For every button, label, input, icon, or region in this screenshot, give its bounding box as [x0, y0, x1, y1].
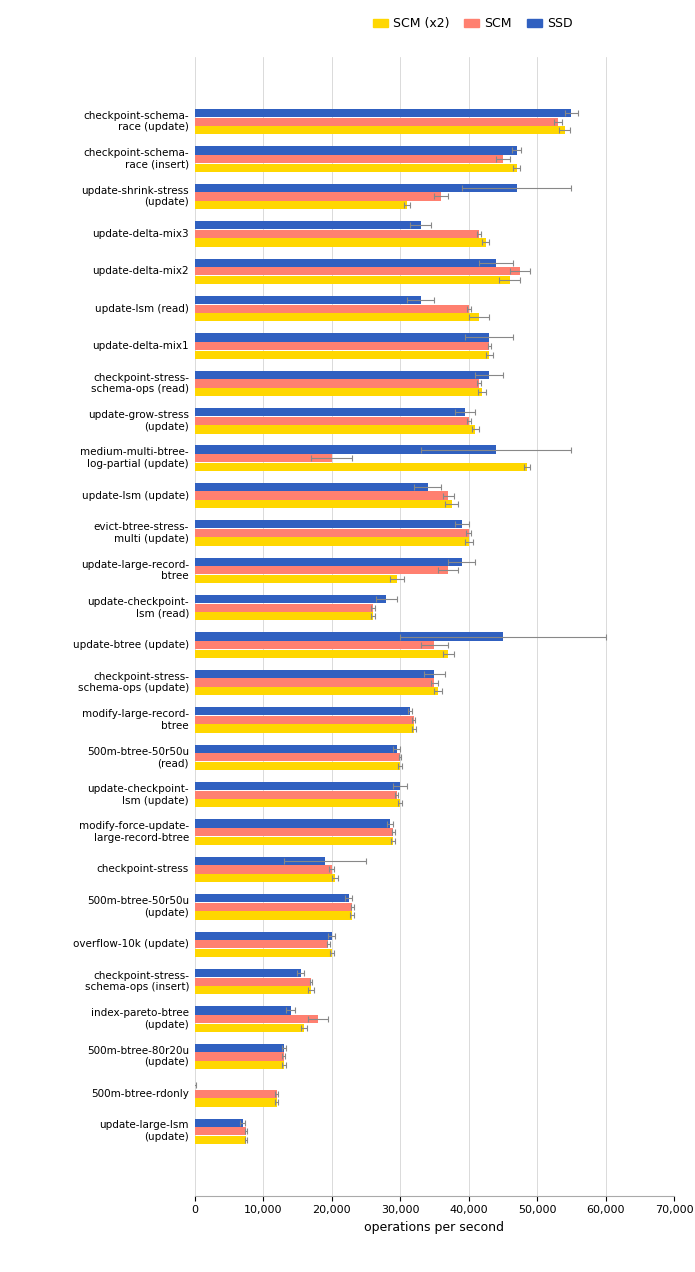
- Bar: [195, 1044, 284, 1052]
- Legend: SCM (x2), SCM, SSD: SCM (x2), SCM, SSD: [368, 13, 578, 36]
- Bar: [195, 595, 386, 603]
- Bar: [195, 192, 441, 201]
- Bar: [195, 799, 400, 808]
- Bar: [195, 753, 400, 762]
- Bar: [195, 1006, 291, 1015]
- Bar: [195, 342, 489, 350]
- Bar: [195, 351, 489, 359]
- Bar: [195, 313, 479, 322]
- Bar: [195, 1061, 284, 1070]
- Bar: [195, 183, 516, 192]
- Bar: [195, 388, 482, 396]
- Bar: [195, 463, 527, 471]
- Bar: [195, 1136, 246, 1144]
- Bar: [195, 931, 332, 940]
- Bar: [195, 230, 479, 238]
- Bar: [195, 304, 468, 313]
- Bar: [195, 612, 373, 621]
- Bar: [195, 529, 468, 537]
- Bar: [195, 678, 434, 687]
- Bar: [195, 857, 325, 865]
- Bar: [195, 716, 414, 724]
- Bar: [195, 491, 448, 500]
- Bar: [195, 725, 414, 733]
- Bar: [195, 425, 475, 434]
- Bar: [195, 632, 503, 641]
- Bar: [195, 267, 520, 275]
- Bar: [195, 650, 448, 658]
- Bar: [195, 986, 311, 995]
- Bar: [195, 969, 301, 977]
- Bar: [195, 949, 332, 957]
- Bar: [195, 296, 420, 304]
- Bar: [195, 117, 557, 126]
- Bar: [195, 978, 311, 986]
- Bar: [195, 1098, 277, 1107]
- Bar: [195, 791, 397, 799]
- Bar: [195, 333, 489, 342]
- Bar: [195, 1052, 284, 1061]
- Bar: [195, 1024, 304, 1032]
- Bar: [195, 164, 516, 172]
- Bar: [195, 1127, 246, 1136]
- Bar: [195, 483, 427, 491]
- Bar: [195, 575, 397, 583]
- Bar: [195, 109, 571, 117]
- Bar: [195, 538, 468, 546]
- Bar: [195, 865, 332, 874]
- Bar: [195, 894, 349, 902]
- Bar: [195, 1015, 318, 1023]
- Bar: [195, 670, 434, 678]
- Bar: [195, 520, 461, 528]
- Bar: [195, 258, 496, 267]
- Bar: [195, 687, 438, 696]
- Bar: [195, 819, 390, 828]
- Bar: [195, 417, 468, 425]
- Bar: [195, 221, 420, 229]
- Bar: [195, 445, 496, 454]
- Bar: [195, 874, 335, 883]
- Bar: [195, 238, 486, 247]
- X-axis label: operations per second: operations per second: [364, 1221, 505, 1234]
- Bar: [195, 126, 564, 135]
- Bar: [195, 604, 373, 612]
- Bar: [195, 557, 461, 566]
- Bar: [195, 1118, 243, 1127]
- Bar: [195, 155, 503, 163]
- Bar: [195, 408, 465, 416]
- Bar: [195, 911, 352, 920]
- Bar: [195, 744, 397, 753]
- Bar: [195, 828, 393, 836]
- Bar: [195, 370, 489, 379]
- Bar: [195, 903, 352, 911]
- Bar: [195, 500, 452, 509]
- Bar: [195, 276, 509, 284]
- Bar: [195, 454, 332, 462]
- Bar: [195, 146, 516, 155]
- Bar: [195, 379, 479, 388]
- Bar: [195, 837, 393, 845]
- Bar: [195, 940, 328, 949]
- Bar: [195, 641, 434, 649]
- Bar: [195, 566, 448, 575]
- Bar: [195, 762, 400, 770]
- Bar: [195, 782, 400, 790]
- Bar: [195, 707, 410, 715]
- Bar: [195, 1090, 277, 1098]
- Bar: [195, 201, 407, 209]
